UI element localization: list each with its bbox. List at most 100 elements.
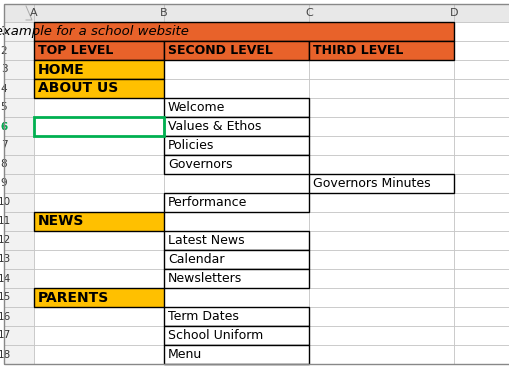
FancyBboxPatch shape (164, 231, 308, 250)
FancyBboxPatch shape (4, 345, 34, 364)
FancyBboxPatch shape (453, 41, 509, 60)
Text: D: D (449, 8, 458, 18)
FancyBboxPatch shape (164, 174, 308, 193)
FancyBboxPatch shape (164, 79, 308, 98)
FancyBboxPatch shape (308, 41, 453, 60)
FancyBboxPatch shape (34, 212, 164, 231)
FancyBboxPatch shape (453, 136, 509, 155)
Text: 18: 18 (0, 349, 11, 360)
FancyBboxPatch shape (34, 174, 164, 193)
Text: 10: 10 (0, 197, 11, 207)
Text: 14: 14 (0, 274, 11, 284)
FancyBboxPatch shape (164, 269, 308, 288)
FancyBboxPatch shape (308, 231, 453, 250)
Text: 2: 2 (1, 46, 7, 55)
Text: Policies: Policies (167, 139, 214, 152)
FancyBboxPatch shape (34, 22, 453, 41)
FancyBboxPatch shape (34, 4, 164, 22)
FancyBboxPatch shape (4, 193, 34, 212)
Text: 5: 5 (1, 103, 7, 113)
Text: 16: 16 (0, 312, 11, 322)
FancyBboxPatch shape (164, 117, 308, 136)
FancyBboxPatch shape (34, 117, 164, 136)
Text: 7: 7 (1, 140, 7, 151)
Text: C: C (304, 8, 312, 18)
Text: Welcome: Welcome (167, 101, 225, 114)
FancyBboxPatch shape (4, 269, 34, 288)
Text: Governors: Governors (167, 158, 232, 171)
FancyBboxPatch shape (308, 79, 453, 98)
FancyBboxPatch shape (34, 98, 164, 117)
Text: 12: 12 (0, 236, 11, 245)
FancyBboxPatch shape (34, 269, 164, 288)
FancyBboxPatch shape (453, 193, 509, 212)
FancyBboxPatch shape (308, 288, 453, 307)
FancyBboxPatch shape (308, 174, 453, 193)
FancyBboxPatch shape (164, 155, 308, 174)
Text: Latest News: Latest News (167, 234, 244, 247)
FancyBboxPatch shape (164, 41, 308, 60)
FancyBboxPatch shape (4, 79, 34, 98)
Text: Performance: Performance (167, 196, 247, 209)
Text: SECOND LEVEL: SECOND LEVEL (167, 44, 272, 57)
FancyBboxPatch shape (453, 4, 509, 22)
FancyBboxPatch shape (308, 212, 453, 231)
FancyBboxPatch shape (34, 193, 164, 212)
FancyBboxPatch shape (453, 22, 509, 41)
FancyBboxPatch shape (308, 136, 453, 155)
Text: 6: 6 (1, 122, 8, 132)
FancyBboxPatch shape (453, 231, 509, 250)
FancyBboxPatch shape (34, 345, 164, 364)
FancyBboxPatch shape (164, 250, 308, 269)
FancyBboxPatch shape (164, 307, 308, 326)
Text: 13: 13 (0, 255, 11, 264)
Text: A: A (30, 8, 38, 18)
FancyBboxPatch shape (34, 155, 164, 174)
FancyBboxPatch shape (4, 22, 34, 41)
FancyBboxPatch shape (164, 60, 308, 79)
FancyBboxPatch shape (164, 98, 308, 117)
FancyBboxPatch shape (34, 288, 164, 307)
FancyBboxPatch shape (34, 326, 164, 345)
FancyBboxPatch shape (308, 4, 453, 22)
FancyBboxPatch shape (164, 345, 308, 364)
FancyBboxPatch shape (4, 288, 34, 307)
FancyBboxPatch shape (164, 117, 308, 136)
Text: Calendar: Calendar (167, 253, 224, 266)
FancyBboxPatch shape (4, 231, 34, 250)
FancyBboxPatch shape (164, 193, 308, 212)
FancyBboxPatch shape (453, 288, 509, 307)
Text: Term Dates: Term Dates (167, 310, 238, 323)
FancyBboxPatch shape (4, 117, 34, 136)
FancyBboxPatch shape (453, 250, 509, 269)
Text: TOP LEVEL: TOP LEVEL (38, 44, 113, 57)
FancyBboxPatch shape (308, 250, 453, 269)
FancyBboxPatch shape (453, 307, 509, 326)
FancyBboxPatch shape (308, 117, 453, 136)
Text: 9: 9 (1, 178, 7, 188)
FancyBboxPatch shape (164, 41, 308, 60)
Text: 15: 15 (0, 293, 11, 303)
Text: PARENTS: PARENTS (38, 291, 109, 305)
FancyBboxPatch shape (164, 307, 308, 326)
FancyBboxPatch shape (34, 307, 164, 326)
Text: 1: 1 (1, 26, 7, 36)
FancyBboxPatch shape (4, 4, 34, 22)
Text: 4: 4 (1, 84, 7, 94)
FancyBboxPatch shape (164, 288, 308, 307)
FancyBboxPatch shape (34, 60, 164, 79)
FancyBboxPatch shape (4, 98, 34, 117)
Text: 8: 8 (1, 159, 7, 170)
FancyBboxPatch shape (164, 22, 308, 41)
FancyBboxPatch shape (34, 288, 164, 307)
FancyBboxPatch shape (164, 212, 308, 231)
FancyBboxPatch shape (308, 269, 453, 288)
FancyBboxPatch shape (453, 269, 509, 288)
Text: School Uniform: School Uniform (167, 329, 263, 342)
FancyBboxPatch shape (34, 250, 164, 269)
FancyBboxPatch shape (34, 79, 164, 98)
FancyBboxPatch shape (164, 345, 308, 364)
FancyBboxPatch shape (308, 193, 453, 212)
Text: 3: 3 (1, 65, 7, 75)
FancyBboxPatch shape (308, 98, 453, 117)
